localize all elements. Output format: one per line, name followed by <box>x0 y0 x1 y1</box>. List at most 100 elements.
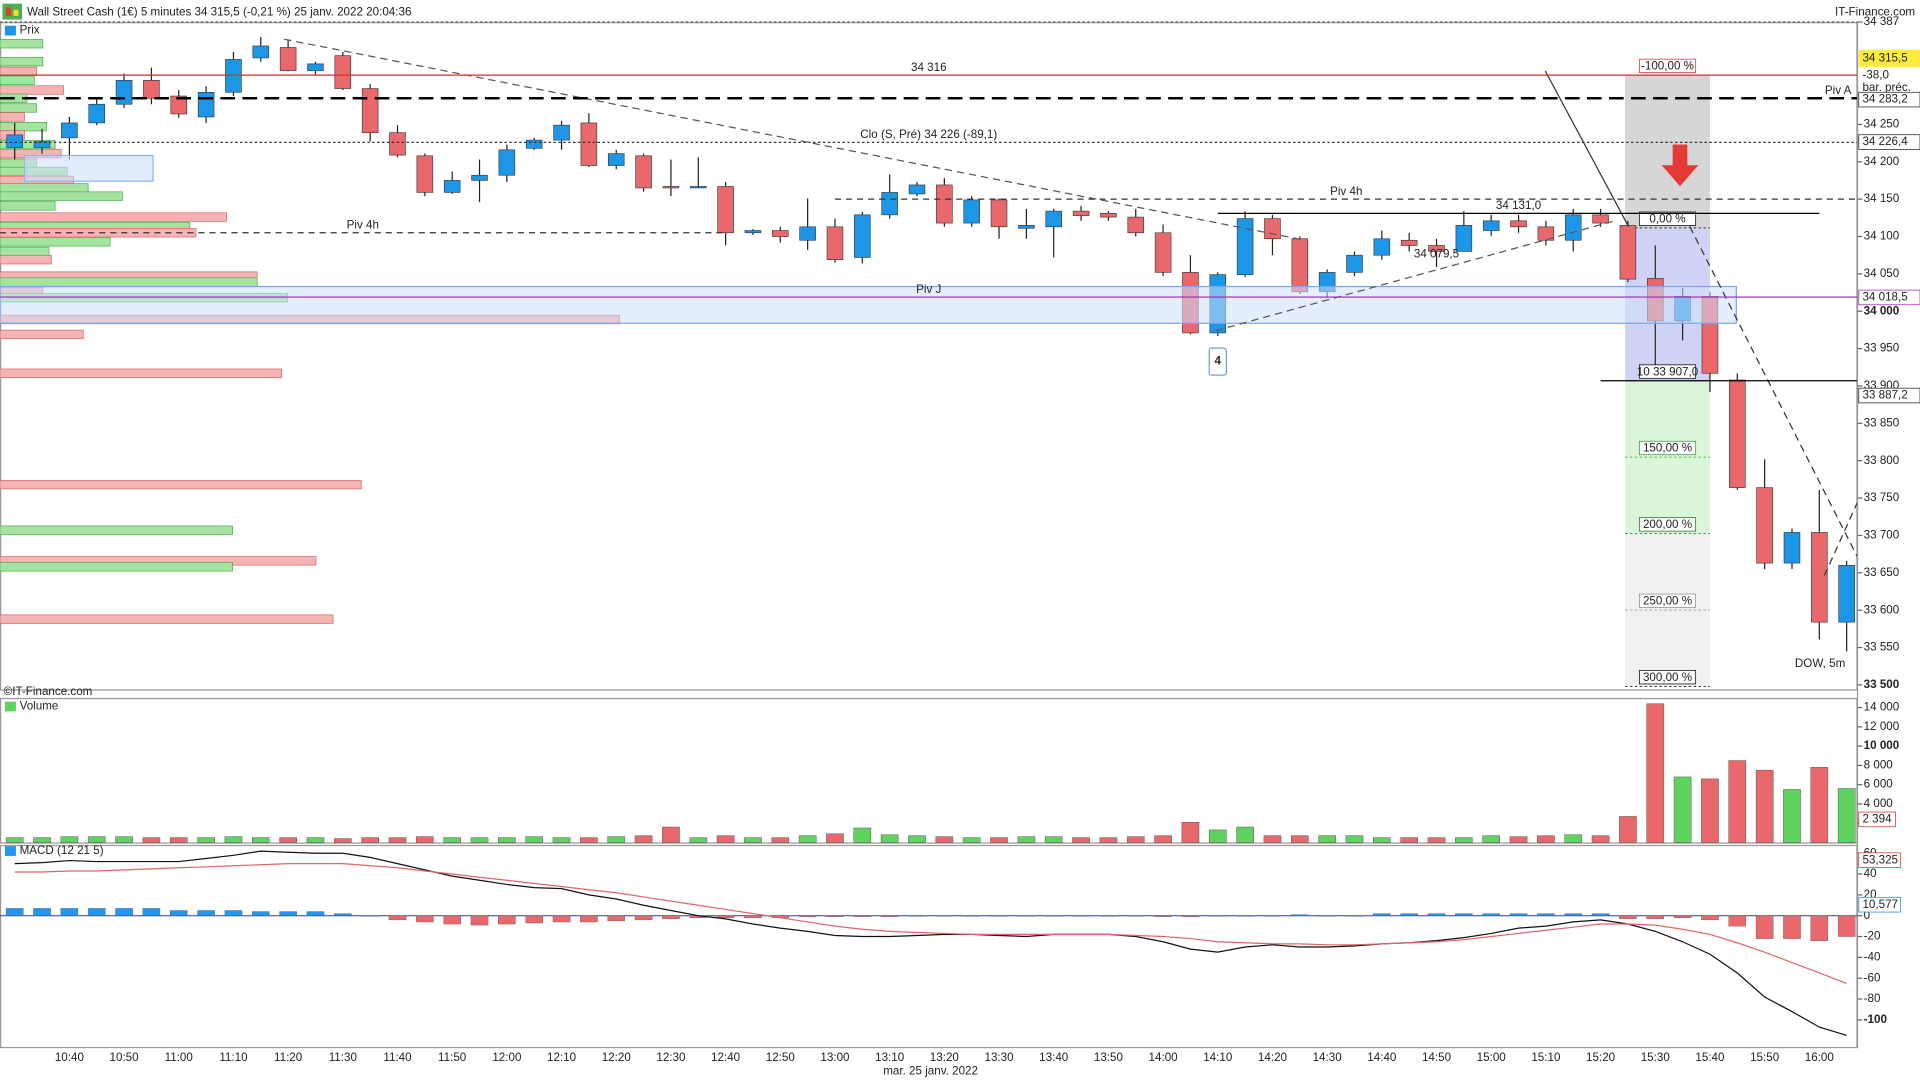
macd-histogram-bar <box>1783 915 1801 939</box>
x-tick-label: 11:10 <box>219 1051 248 1064</box>
volume-bar <box>935 836 954 843</box>
macd-histogram-bar <box>5 908 24 916</box>
macd-histogram-bar <box>470 915 489 926</box>
candle-body <box>580 122 598 166</box>
candle-body <box>61 122 78 139</box>
volume-bar <box>60 836 79 843</box>
volume-bar <box>798 835 817 843</box>
candle-body <box>908 184 926 195</box>
volume-profile-bar <box>0 246 50 257</box>
volume-bar <box>1154 835 1172 843</box>
y-tick-label: 34 100 <box>1864 230 1900 243</box>
macd-histogram-bar <box>1427 913 1446 916</box>
candle-body <box>936 184 953 224</box>
candle-body <box>881 192 898 216</box>
candle-body <box>143 80 160 99</box>
candle-body <box>334 55 352 89</box>
candle-body <box>1346 254 1363 273</box>
x-tick-label: 15:20 <box>1586 1051 1616 1064</box>
macd-histogram-bar <box>1373 913 1391 916</box>
volume-profile-bar <box>0 277 258 287</box>
candle-body <box>662 186 680 189</box>
volume-bar <box>1728 760 1747 843</box>
macd-histogram-bar <box>1291 914 1309 916</box>
level-label: Clo (S, Pré) 34 226 (-89,1) <box>860 128 997 141</box>
macd-histogram-bar <box>1837 915 1856 937</box>
macd-histogram-bar <box>87 908 106 916</box>
axis-label-box <box>1858 134 1920 150</box>
macd-histogram-bar <box>1181 915 1200 917</box>
y-tick-label: 40 <box>1864 867 1877 880</box>
candle-body <box>1838 565 1855 623</box>
x-tick-label: 12:00 <box>492 1051 522 1064</box>
candle-body <box>799 226 816 241</box>
candle-body <box>690 186 707 189</box>
logo-part <box>6 7 12 16</box>
macd-histogram-bar <box>279 911 297 916</box>
volume-bar <box>1208 829 1227 843</box>
last-change: -38,0 <box>1862 69 1889 82</box>
macd-histogram-bar <box>361 915 379 917</box>
volume-profile-bar <box>0 112 25 122</box>
axis-label-box <box>1858 852 1901 868</box>
x-tick-label: 10:50 <box>110 1051 140 1064</box>
legend-swatch <box>4 846 16 856</box>
y-tick-label: -80 <box>1864 992 1881 1005</box>
axis-label: 10,577 <box>1862 898 1898 911</box>
macd-histogram-bar <box>607 915 625 922</box>
y-tick-label: -40 <box>1864 950 1881 963</box>
candle-body <box>1072 210 1090 216</box>
volume-bar <box>142 837 161 843</box>
x-tick-label: 13:10 <box>875 1051 905 1064</box>
legend: Prix <box>20 24 40 37</box>
candle-body <box>826 226 844 260</box>
y-tick-label: 4 000 <box>1864 797 1894 810</box>
volume-bar <box>1783 789 1801 843</box>
x-tick-label: 15:40 <box>1695 1051 1725 1064</box>
candle-body <box>1619 225 1637 280</box>
macd-histogram-bar <box>1509 913 1528 916</box>
volume-bar <box>1181 821 1200 843</box>
macd-histogram-bar <box>580 915 598 923</box>
candle-body <box>1100 213 1117 218</box>
x-caption: mar. 25 janv. 2022 <box>883 1065 978 1078</box>
macd-histogram-bar <box>498 915 516 925</box>
candle-body <box>1045 210 1062 228</box>
y-tick-label: 0 <box>1864 909 1871 922</box>
candle-body <box>1510 220 1527 228</box>
y-tick-label: -100 <box>1864 1013 1887 1026</box>
macd-histogram-bar <box>142 908 161 916</box>
macd-histogram-bar <box>1482 913 1500 916</box>
x-tick-label: 11:30 <box>329 1051 358 1064</box>
fib-label: -100,00 % <box>1641 60 1694 73</box>
macd-histogram-bar <box>306 911 325 916</box>
volume-bar <box>826 833 844 843</box>
candle-body <box>416 155 434 193</box>
macd-histogram-bar <box>1072 915 1090 917</box>
x-tick-label: 11:20 <box>274 1051 303 1064</box>
candle-body <box>471 174 488 181</box>
volume-bar <box>115 836 133 843</box>
volume-bar <box>1537 835 1555 843</box>
volume-bar <box>1072 837 1090 843</box>
x-tick-label: 11:00 <box>165 1051 194 1064</box>
fib-label-box <box>1638 58 1697 74</box>
axis-label-box <box>1858 811 1896 828</box>
trend-line <box>1544 70 1630 227</box>
volume-bar <box>634 835 653 843</box>
volume-bar <box>1482 835 1501 843</box>
x-tick-label: 11:40 <box>383 1051 412 1064</box>
axis-label-box <box>1858 289 1920 306</box>
volume-profile-bar <box>0 66 38 77</box>
source: ©IT-Finance.com <box>4 685 93 698</box>
macd-histogram-bar <box>853 915 872 917</box>
y-tick-label: 33 700 <box>1864 529 1900 542</box>
macd-histogram-bar <box>33 908 51 916</box>
candle-body <box>1373 238 1391 256</box>
level-label: Piv 4h <box>347 219 379 232</box>
candle-body <box>279 47 297 71</box>
macd-histogram-bar <box>1591 913 1610 916</box>
macd-histogram-bar <box>252 911 270 916</box>
